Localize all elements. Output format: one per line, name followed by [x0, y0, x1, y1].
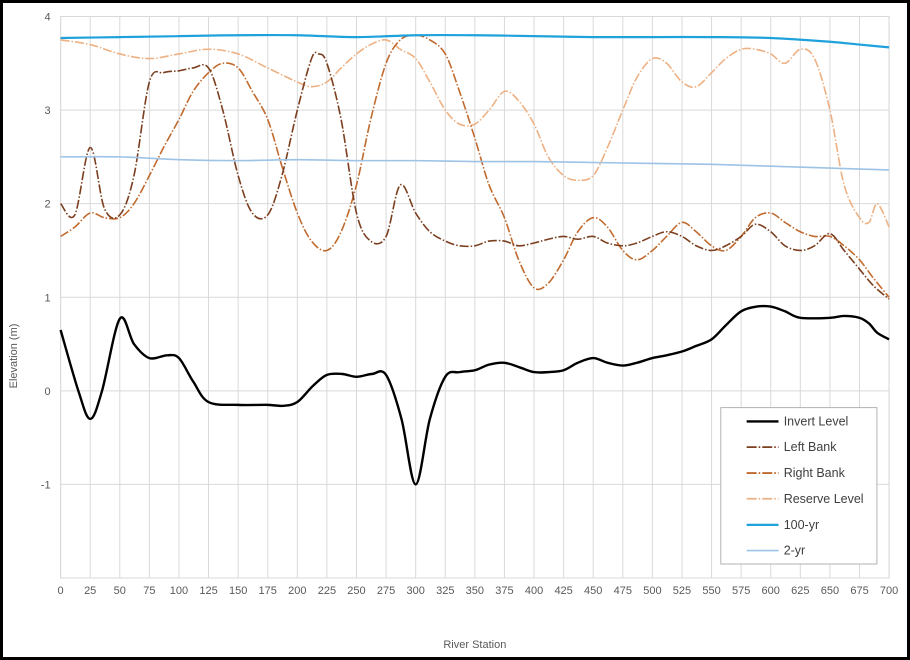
svg-text:0: 0: [44, 386, 50, 398]
svg-text:Left Bank: Left Bank: [784, 440, 838, 454]
svg-text:350: 350: [466, 585, 484, 597]
svg-text:100-yr: 100-yr: [784, 518, 819, 532]
svg-text:500: 500: [643, 585, 661, 597]
svg-text:2-yr: 2-yr: [784, 544, 806, 558]
svg-text:700: 700: [880, 585, 898, 597]
svg-text:425: 425: [554, 585, 572, 597]
svg-text:Right Bank: Right Bank: [784, 466, 846, 480]
svg-text:600: 600: [762, 585, 780, 597]
svg-text:Elevation (m): Elevation (m): [8, 324, 20, 389]
svg-text:200: 200: [288, 585, 306, 597]
svg-text:650: 650: [821, 585, 839, 597]
svg-text:4: 4: [44, 12, 50, 24]
svg-text:River Station: River Station: [443, 639, 506, 651]
svg-text:25: 25: [84, 585, 96, 597]
svg-text:-1: -1: [41, 479, 51, 491]
svg-text:50: 50: [114, 585, 126, 597]
svg-text:675: 675: [850, 585, 868, 597]
svg-text:550: 550: [702, 585, 720, 597]
svg-text:325: 325: [436, 585, 454, 597]
svg-text:575: 575: [732, 585, 750, 597]
svg-text:625: 625: [791, 585, 809, 597]
svg-text:Invert Level: Invert Level: [784, 415, 849, 429]
svg-text:125: 125: [199, 585, 217, 597]
svg-text:150: 150: [229, 585, 247, 597]
svg-text:Reserve Level: Reserve Level: [784, 492, 864, 506]
svg-text:1: 1: [44, 292, 50, 304]
svg-text:400: 400: [525, 585, 543, 597]
svg-text:225: 225: [318, 585, 336, 597]
svg-text:3: 3: [44, 105, 50, 117]
svg-text:0: 0: [58, 585, 64, 597]
svg-text:275: 275: [377, 585, 395, 597]
svg-text:175: 175: [259, 585, 277, 597]
svg-text:100: 100: [170, 585, 188, 597]
svg-text:525: 525: [673, 585, 691, 597]
svg-text:450: 450: [584, 585, 602, 597]
svg-text:250: 250: [347, 585, 365, 597]
svg-text:2: 2: [44, 199, 50, 211]
svg-text:375: 375: [495, 585, 513, 597]
svg-text:75: 75: [143, 585, 155, 597]
svg-text:475: 475: [614, 585, 632, 597]
svg-text:300: 300: [406, 585, 424, 597]
